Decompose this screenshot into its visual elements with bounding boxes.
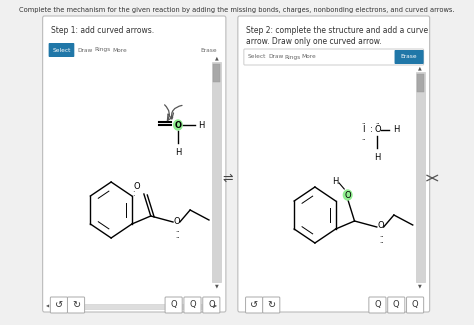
FancyBboxPatch shape xyxy=(417,74,424,92)
FancyBboxPatch shape xyxy=(67,297,84,313)
FancyBboxPatch shape xyxy=(394,50,424,64)
Text: O: O xyxy=(344,190,351,200)
FancyBboxPatch shape xyxy=(212,62,221,282)
Text: ..: .. xyxy=(379,238,383,244)
FancyBboxPatch shape xyxy=(49,43,74,57)
Text: ..: .. xyxy=(375,119,380,125)
Text: More: More xyxy=(112,47,127,53)
Circle shape xyxy=(173,120,182,130)
Text: arrow. Draw only one curved arrow.: arrow. Draw only one curved arrow. xyxy=(246,37,382,46)
Text: ▼: ▼ xyxy=(215,283,219,289)
FancyBboxPatch shape xyxy=(388,297,405,313)
Text: ↻: ↻ xyxy=(72,300,80,310)
Text: O: O xyxy=(134,182,140,191)
Text: :: : xyxy=(370,125,373,135)
Text: :: : xyxy=(132,188,135,198)
FancyBboxPatch shape xyxy=(51,304,214,309)
Text: O: O xyxy=(378,222,384,230)
Text: ▶: ▶ xyxy=(214,304,217,308)
Text: Q: Q xyxy=(393,301,400,309)
Text: Step 1: add curved arrows.: Step 1: add curved arrows. xyxy=(51,26,155,35)
FancyBboxPatch shape xyxy=(43,16,226,312)
Text: Q: Q xyxy=(170,301,177,309)
Text: Q: Q xyxy=(208,301,215,309)
Text: ↻: ↻ xyxy=(267,300,275,310)
Text: ▼: ▼ xyxy=(419,283,422,289)
Text: Rings: Rings xyxy=(94,47,111,53)
Text: H: H xyxy=(175,148,181,157)
Circle shape xyxy=(343,190,352,200)
Text: H: H xyxy=(199,121,205,129)
Text: Draw: Draw xyxy=(268,55,283,59)
Text: ..: .. xyxy=(362,135,366,141)
FancyBboxPatch shape xyxy=(238,16,429,312)
Text: Erase: Erase xyxy=(401,55,418,59)
Text: Erase: Erase xyxy=(201,47,217,53)
Text: ◀: ◀ xyxy=(46,304,49,308)
FancyBboxPatch shape xyxy=(165,297,182,313)
Text: Complete the mechanism for the given reaction by adding the missing bonds, charg: Complete the mechanism for the given rea… xyxy=(19,7,455,13)
Text: ▲: ▲ xyxy=(215,56,219,60)
Text: ↺: ↺ xyxy=(250,300,258,310)
FancyBboxPatch shape xyxy=(203,297,220,313)
Text: O: O xyxy=(174,121,182,129)
Text: ▲: ▲ xyxy=(419,66,422,71)
FancyBboxPatch shape xyxy=(246,297,263,313)
Text: Q: Q xyxy=(374,301,381,309)
Text: O: O xyxy=(374,125,381,135)
Text: Select: Select xyxy=(52,47,71,53)
Text: ..: .. xyxy=(379,232,383,238)
Text: Select: Select xyxy=(247,55,266,59)
Text: Draw: Draw xyxy=(77,47,92,53)
Text: H: H xyxy=(393,125,399,135)
Text: O: O xyxy=(174,216,181,226)
Text: Step 2: complete the structure and add a curve: Step 2: complete the structure and add a… xyxy=(246,26,428,35)
Text: More: More xyxy=(301,55,316,59)
Text: ..: .. xyxy=(362,119,366,125)
FancyBboxPatch shape xyxy=(184,297,201,313)
Text: ..: .. xyxy=(175,233,180,239)
Text: Q: Q xyxy=(412,301,419,309)
Text: ..: .. xyxy=(175,227,180,233)
Text: I: I xyxy=(363,125,365,135)
Text: H: H xyxy=(374,153,381,162)
FancyBboxPatch shape xyxy=(407,297,424,313)
Text: Rings: Rings xyxy=(284,55,301,59)
Text: ⇌: ⇌ xyxy=(222,172,233,185)
FancyBboxPatch shape xyxy=(244,49,424,65)
FancyBboxPatch shape xyxy=(263,297,280,313)
Text: Q: Q xyxy=(189,301,196,309)
FancyBboxPatch shape xyxy=(369,297,386,313)
FancyBboxPatch shape xyxy=(213,64,220,82)
Text: H: H xyxy=(332,176,339,186)
FancyBboxPatch shape xyxy=(416,72,425,282)
FancyBboxPatch shape xyxy=(50,297,67,313)
Text: ↺: ↺ xyxy=(55,300,63,310)
